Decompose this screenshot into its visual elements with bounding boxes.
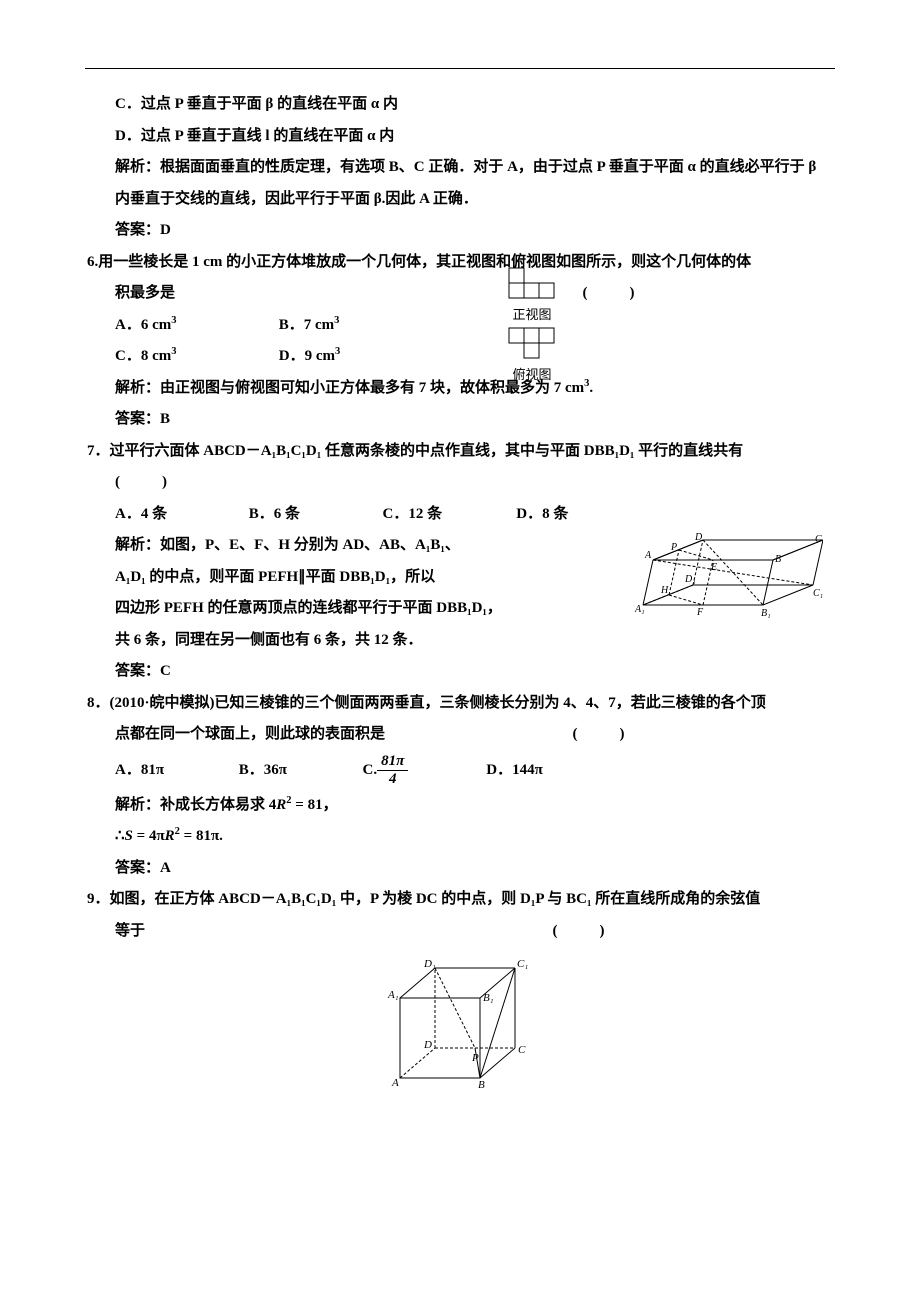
q6-opt-c: C．8 cm3 (115, 341, 275, 373)
content-body: C．过点 P 垂直于平面 β 的直线在平面 α 内 D．过点 P 垂直于直线 l… (85, 89, 835, 1093)
svg-text:A: A (391, 1077, 399, 1088)
q6-answer: 答案：B (87, 404, 833, 436)
svg-text:D₁: D₁ (684, 574, 696, 585)
q6-figure-front: 正视图 俯视图 (487, 267, 577, 383)
q8-stem-b-row: 点都在同一个球面上，则此球的表面积是 ( ) (87, 719, 833, 751)
q7-figure: A₁ B₁ C₁ D₁ A B C D H F P E (633, 530, 823, 630)
q9-stem-a: 9．如图，在正方体 ABCD－A₁B₁C₁D₁ 中，P 为棱 DC 的中点，则 … (87, 884, 833, 916)
q8-answer: 答案：A (87, 853, 833, 885)
q6-block: 6.用一些棱长是 1 cm 的小正方体堆放成一个几何体，其正视图和俯视图如图所示… (87, 247, 833, 373)
svg-text:D₁: D₁ (423, 958, 436, 970)
q7-opt-b: B．6 条 (249, 499, 379, 531)
q7-answer: 答案：C (87, 656, 833, 688)
q7-opt-d: D．8 条 (516, 499, 646, 531)
q8-exp-1: 解析：补成长方体易求 4R2 = 81， (87, 790, 833, 822)
svg-text:A₁: A₁ (634, 604, 645, 615)
q6-paren: ( ) (583, 285, 639, 301)
q9-stem-b-row: 等于 ( ) (87, 916, 833, 948)
q7-exp-block: 解析：如图，P、E、F、H 分别为 AD、AB、A₁B₁、 A₁D₁ 的中点，则… (87, 530, 833, 656)
svg-text:P: P (471, 1052, 479, 1064)
q9-stem-b: 等于 (115, 923, 145, 939)
q7-stem: 7．过平行六面体 ABCD－A₁B₁C₁D₁ 任意两条棱的中点作直线，其中与平面… (87, 436, 833, 468)
q6-fig2-label: 俯视图 (487, 364, 577, 383)
q9-figure: A B C D A₁ B₁ C₁ D₁ P (87, 953, 833, 1093)
top-view-icon (508, 327, 556, 359)
svg-text:P: P (670, 542, 677, 553)
q6-opt-a: A．6 cm3 (115, 310, 275, 342)
q8-opt-a: A．81π (115, 751, 235, 790)
svg-text:B₁: B₁ (761, 608, 771, 619)
q8-stem-a: 8．(2010·皖中模拟)已知三棱锥的三个侧面两两垂直，三条侧棱长分别为 4、4… (87, 688, 833, 720)
cube-icon: A B C D A₁ B₁ C₁ D₁ P (380, 953, 540, 1088)
front-view-icon (508, 267, 556, 299)
svg-text:A₁: A₁ (387, 989, 399, 1001)
q8-opt-b: B．36π (239, 751, 359, 790)
q8-opts: A．81π B．36π C.81π4 D．144π (87, 751, 833, 790)
q7-opt-c: C．12 条 (383, 499, 513, 531)
q6-opt-d: D．9 cm3 (279, 341, 439, 373)
q6-opt-b: B．7 cm3 (279, 310, 439, 342)
svg-text:H: H (660, 585, 669, 596)
svg-text:C₁: C₁ (813, 588, 823, 599)
q6-opts-row1: A．6 cm3 B．7 cm3 (87, 310, 833, 342)
svg-text:A: A (644, 550, 652, 561)
q7-opts: A．4 条 B．6 条 C．12 条 D．8 条 (87, 499, 833, 531)
q6-stem-b-row: 积最多是 ( ) (87, 278, 833, 310)
q6-stem-a: 6.用一些棱长是 1 cm 的小正方体堆放成一个几何体，其正视图和俯视图如图所示… (87, 247, 833, 279)
svg-text:E: E (710, 562, 717, 573)
q9-paren: ( ) (553, 923, 609, 939)
svg-text:B: B (478, 1079, 485, 1088)
option-c: C．过点 P 垂直于平面 β 的直线在平面 α 内 (87, 89, 833, 121)
svg-text:B₁: B₁ (483, 992, 494, 1004)
q8-paren: ( ) (573, 726, 629, 742)
q8-opt-c: C.81π4 (363, 751, 483, 790)
svg-text:C₁: C₁ (517, 958, 528, 970)
q-prev-answer: 答案：D (87, 215, 833, 247)
svg-text:C: C (518, 1044, 526, 1056)
q6-fig1-label: 正视图 (487, 304, 577, 323)
svg-text:B: B (775, 554, 781, 565)
q8-opt-d: D．144π (486, 751, 606, 790)
q8-exp-2: ∴S = 4πR2 = 81π. (87, 821, 833, 853)
q6-opts-row2: C．8 cm3 D．9 cm3 (87, 341, 833, 373)
q-prev-explanation: 解析：根据面面垂直的性质定理，有选项 B、C 正确．对于 A，由于过点 P 垂直… (87, 152, 833, 215)
q6-explanation: 解析：由正视图与俯视图可知小正方体最多有 7 块，故体积最多为 7 cm3. (87, 373, 833, 405)
q8-stem-b: 点都在同一个球面上，则此球的表面积是 (115, 726, 385, 742)
page: C．过点 P 垂直于平面 β 的直线在平面 α 内 D．过点 P 垂直于直线 l… (0, 0, 920, 1302)
parallelepiped-icon: A₁ B₁ C₁ D₁ A B C D H F P E (633, 530, 823, 625)
svg-text:C: C (815, 534, 822, 545)
q7-paren: ( ) (87, 467, 833, 499)
svg-text:D: D (423, 1039, 432, 1051)
option-d: D．过点 P 垂直于直线 l 的直线在平面 α 内 (87, 121, 833, 153)
svg-text:F: F (696, 607, 704, 618)
q6-stem-b: 积最多是 (115, 285, 175, 301)
header-rule (85, 60, 835, 69)
svg-text:D: D (694, 532, 703, 543)
q7-opt-a: A．4 条 (115, 499, 245, 531)
